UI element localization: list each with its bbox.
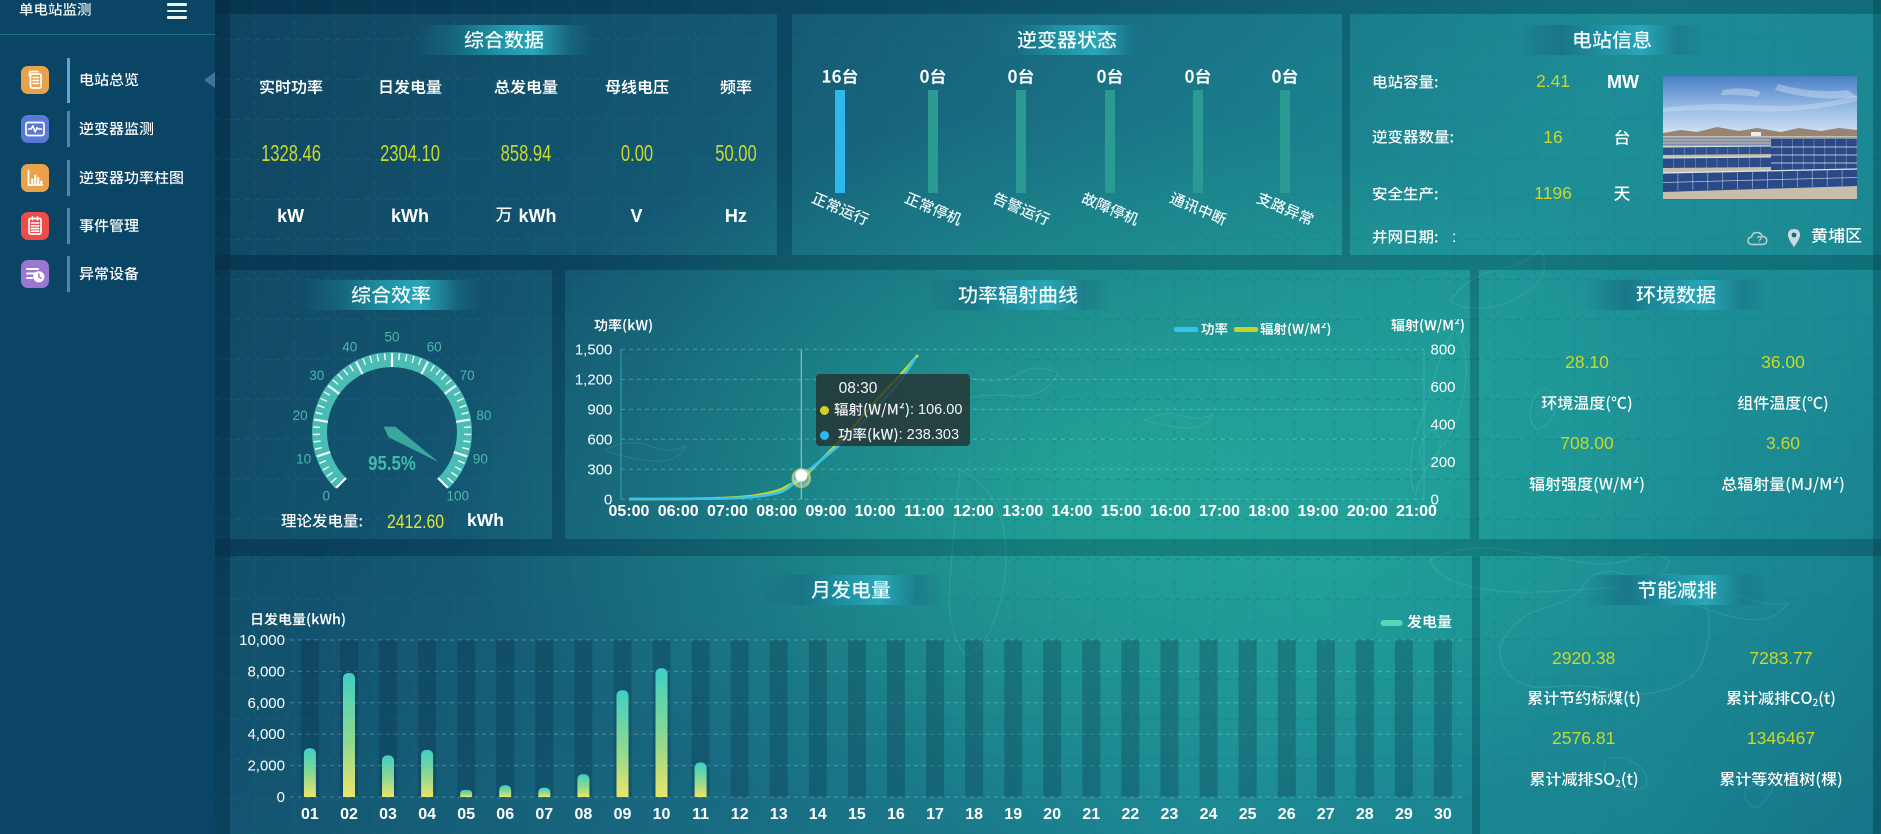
svg-text:19: 19 [1004, 806, 1022, 823]
svg-text:14: 14 [809, 806, 827, 823]
svg-text:07:00: 07:00 [707, 503, 748, 520]
svg-text:08: 08 [575, 806, 593, 823]
svg-text:20:00: 20:00 [1347, 503, 1388, 520]
svg-text:60: 60 [427, 340, 442, 355]
svg-text:09:00: 09:00 [805, 503, 846, 520]
svg-text:02: 02 [340, 806, 358, 823]
svg-text:01: 01 [301, 806, 319, 823]
svg-text:10,000: 10,000 [239, 632, 285, 649]
svg-text:29: 29 [1395, 806, 1413, 823]
svg-text:70: 70 [460, 368, 475, 383]
svg-text:10: 10 [296, 451, 311, 466]
svg-text:17:00: 17:00 [1199, 503, 1240, 520]
svg-text:20: 20 [293, 408, 308, 423]
svg-text:6,000: 6,000 [247, 695, 285, 712]
svg-text:0: 0 [604, 491, 612, 508]
svg-text:30: 30 [309, 368, 324, 383]
svg-text:11: 11 [692, 806, 709, 823]
svg-text:20: 20 [1043, 806, 1061, 823]
svg-text:19:00: 19:00 [1298, 503, 1339, 520]
svg-text:0: 0 [277, 789, 285, 806]
svg-text:30: 30 [1434, 806, 1452, 823]
svg-text:21: 21 [1082, 806, 1100, 823]
svg-text:13: 13 [770, 806, 788, 823]
svg-text:08:00: 08:00 [756, 503, 797, 520]
svg-text:28: 28 [1356, 806, 1374, 823]
svg-text:26: 26 [1278, 806, 1296, 823]
svg-text:17: 17 [926, 806, 944, 823]
svg-text:04: 04 [418, 806, 436, 823]
svg-text:200: 200 [1431, 454, 1456, 471]
svg-text:09: 09 [614, 806, 632, 823]
svg-text:22: 22 [1122, 806, 1140, 823]
svg-text:16:00: 16:00 [1150, 503, 1191, 520]
svg-text:05:00: 05:00 [609, 503, 650, 520]
svg-text:14:00: 14:00 [1052, 503, 1093, 520]
svg-text:600: 600 [1431, 379, 1456, 396]
svg-text:400: 400 [1431, 416, 1456, 433]
svg-text:80: 80 [476, 408, 491, 423]
svg-text:23: 23 [1161, 806, 1179, 823]
svg-text:21:00: 21:00 [1396, 503, 1437, 520]
svg-text:90: 90 [473, 451, 488, 466]
svg-text:12:00: 12:00 [953, 503, 994, 520]
svg-text:4,000: 4,000 [247, 726, 285, 743]
svg-text:18: 18 [965, 806, 983, 823]
svg-text:11:00: 11:00 [904, 503, 944, 520]
svg-text:03: 03 [379, 806, 397, 823]
svg-text:05: 05 [457, 806, 475, 823]
svg-text:40: 40 [342, 340, 357, 355]
svg-text:100: 100 [447, 488, 470, 503]
svg-text:1,500: 1,500 [575, 341, 613, 358]
svg-text:06:00: 06:00 [658, 503, 699, 520]
svg-text:24: 24 [1200, 806, 1218, 823]
svg-text:18:00: 18:00 [1248, 503, 1289, 520]
svg-text:10:00: 10:00 [855, 503, 896, 520]
svg-text:300: 300 [587, 461, 612, 478]
svg-text:15: 15 [848, 806, 866, 823]
svg-text:600: 600 [587, 431, 612, 448]
svg-text:0: 0 [1431, 491, 1439, 508]
svg-text:900: 900 [587, 401, 612, 418]
svg-text:12: 12 [731, 806, 749, 823]
svg-text:15:00: 15:00 [1101, 503, 1142, 520]
svg-text:0: 0 [322, 488, 330, 503]
svg-text:10: 10 [653, 806, 671, 823]
svg-text:1,200: 1,200 [575, 371, 613, 388]
svg-text:07: 07 [535, 806, 553, 823]
svg-text:13:00: 13:00 [1002, 503, 1043, 520]
svg-text:16: 16 [887, 806, 905, 823]
svg-text:50: 50 [384, 330, 399, 345]
svg-text:06: 06 [496, 806, 514, 823]
svg-text:25: 25 [1239, 806, 1257, 823]
svg-text:27: 27 [1317, 806, 1335, 823]
svg-text:800: 800 [1431, 341, 1456, 358]
svg-text:2,000: 2,000 [247, 758, 285, 775]
svg-text:8,000: 8,000 [247, 663, 285, 680]
